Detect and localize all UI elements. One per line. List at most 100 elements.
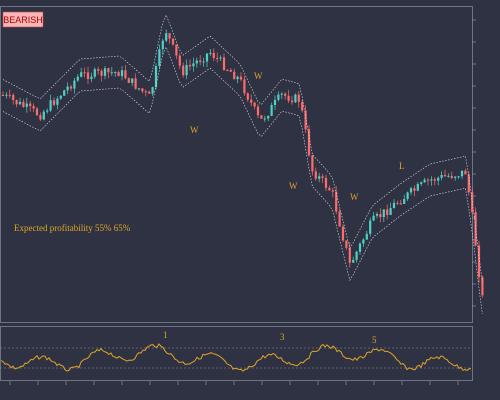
candle — [5, 94, 8, 96]
candle — [307, 129, 311, 156]
candle — [243, 79, 246, 94]
candle — [127, 78, 130, 83]
candle — [124, 70, 127, 79]
candle — [46, 110, 49, 112]
candle — [73, 80, 76, 89]
candle — [379, 213, 382, 218]
candle — [324, 177, 328, 188]
candle — [158, 49, 161, 67]
candle — [182, 65, 185, 76]
candle — [151, 87, 154, 94]
candle — [144, 91, 147, 93]
candle — [59, 95, 62, 99]
annotation: W — [350, 192, 359, 202]
candle — [188, 64, 192, 67]
annotation: W — [289, 181, 298, 191]
candle — [341, 226, 345, 241]
candle — [406, 192, 409, 200]
candle — [195, 60, 198, 64]
candle — [450, 175, 453, 178]
candle — [76, 76, 79, 81]
candle — [32, 106, 35, 109]
candle — [355, 251, 358, 260]
candle — [345, 240, 348, 248]
candle — [219, 57, 222, 59]
candle — [413, 188, 416, 191]
candle — [168, 33, 171, 39]
indicator-mark: 3 — [280, 332, 285, 342]
annotation: W — [254, 71, 263, 81]
annotation: W — [190, 125, 199, 135]
candle — [90, 76, 93, 80]
candle — [426, 179, 430, 181]
candle — [481, 277, 484, 296]
candle — [66, 86, 69, 91]
candle — [467, 174, 470, 193]
candle — [239, 76, 243, 80]
candle — [386, 209, 389, 216]
candle — [131, 78, 134, 83]
candle — [29, 103, 32, 107]
candle — [443, 174, 447, 177]
indicator-line — [0, 343, 472, 372]
candle — [420, 182, 423, 185]
candle — [297, 94, 300, 102]
candle — [69, 86, 73, 89]
candle — [199, 60, 202, 62]
candle — [440, 174, 443, 178]
candle — [358, 243, 362, 252]
candle — [454, 176, 457, 178]
candle — [165, 33, 168, 41]
candle — [192, 63, 195, 67]
candle — [314, 171, 317, 179]
candle — [409, 188, 413, 193]
candle — [107, 68, 110, 73]
candle — [100, 70, 103, 76]
candle — [222, 57, 226, 70]
candle — [25, 103, 28, 107]
candle — [335, 191, 338, 212]
candle — [117, 72, 120, 77]
candle — [267, 115, 270, 119]
candle — [1, 95, 5, 96]
candle — [171, 38, 175, 45]
candle — [464, 170, 467, 175]
candle — [321, 176, 324, 178]
indicator-panel — [0, 326, 473, 381]
candle — [260, 115, 263, 119]
candle — [399, 203, 402, 205]
candle — [250, 99, 253, 103]
candle — [460, 170, 464, 177]
candle — [202, 61, 205, 63]
candle — [175, 44, 178, 56]
candle — [392, 202, 396, 209]
candle — [372, 215, 375, 221]
candle — [301, 101, 304, 111]
candle — [246, 93, 249, 100]
candle — [331, 190, 334, 192]
badge-box — [2, 11, 44, 28]
candle — [284, 93, 287, 96]
candle — [8, 94, 11, 96]
candle — [93, 69, 96, 77]
indicator-mark: 1 — [163, 330, 168, 340]
candle — [477, 245, 481, 278]
candle — [97, 69, 100, 71]
price-panel — [0, 6, 473, 323]
candle — [253, 102, 256, 107]
candle — [437, 177, 440, 181]
candle — [18, 101, 22, 105]
candle — [83, 72, 86, 74]
candle — [216, 58, 219, 60]
candle — [120, 70, 124, 77]
candle — [229, 70, 232, 72]
candle — [137, 88, 141, 90]
candle — [311, 155, 314, 172]
candle — [396, 202, 399, 204]
candle — [318, 176, 321, 179]
candle — [338, 211, 341, 227]
candle — [185, 64, 188, 76]
